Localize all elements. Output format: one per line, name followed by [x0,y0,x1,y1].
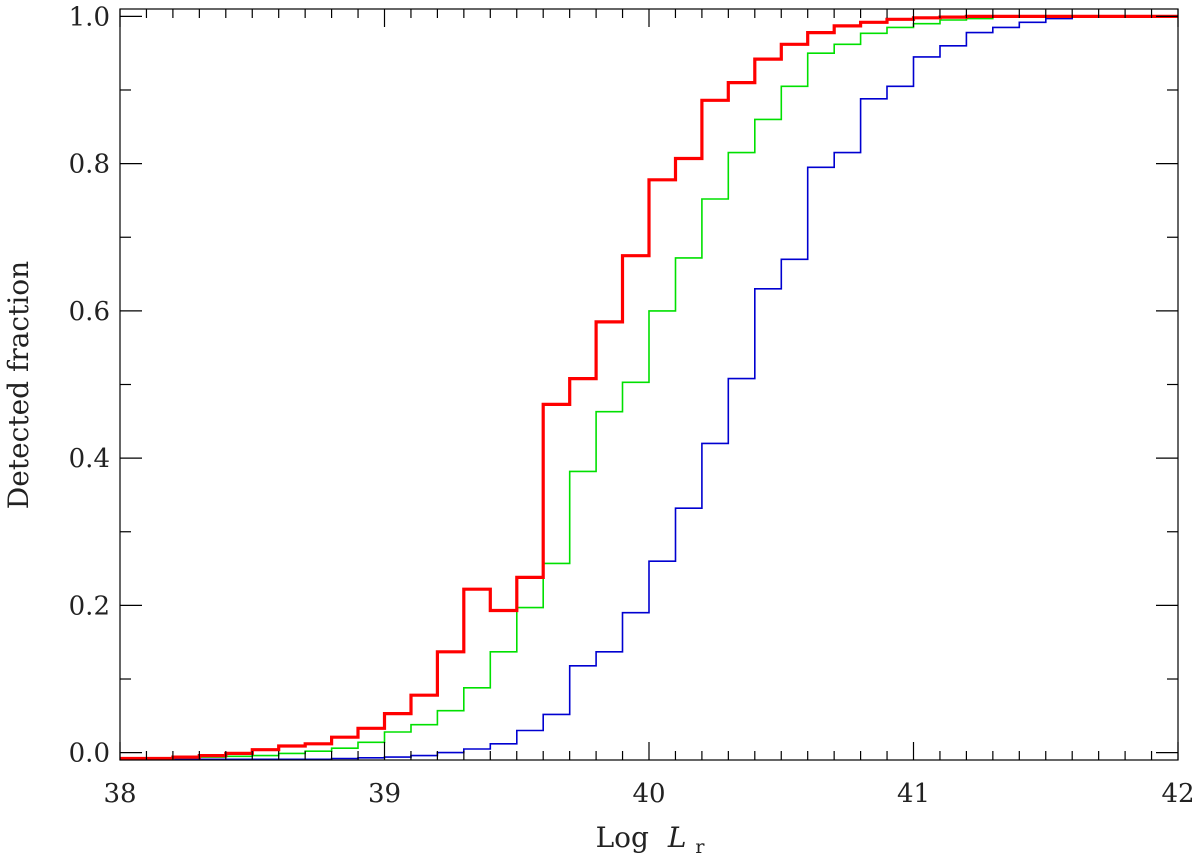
series-2-step-line [120,15,1178,761]
x-tick-label: 42 [1161,779,1194,809]
x-axis-title-symbol: L [667,821,687,854]
x-tick-label: 39 [368,779,401,809]
y-tick-label: 1.0 [69,2,110,32]
ticks-layer [119,9,1179,760]
x-axis-title-prefix: Log [596,821,649,854]
tick-labels-layer: 38 39 40 41 42 0.0 0.2 0.4 0.6 0.8 1.0 [69,2,1195,809]
x-tick-label: 41 [897,779,930,809]
x-tick-label: 38 [103,779,136,809]
y-tick-label: 0.2 [69,591,110,621]
y-tick-label: 0.8 [69,150,110,180]
y-tick-label: 0.0 [69,739,110,769]
y-axis-title: Detected fraction [2,261,35,509]
x-axis-title: Log L r [596,821,706,858]
series-layer [120,14,1178,761]
plot-frame [119,8,1179,761]
x-axis-title-subscript: r [695,836,705,858]
x-tick-label: 40 [632,779,665,809]
y-tick-label: 0.6 [69,297,110,327]
series-0-step-line [120,14,1178,761]
y-tick-label: 0.4 [69,444,110,474]
series-1-step-line [120,15,1178,760]
